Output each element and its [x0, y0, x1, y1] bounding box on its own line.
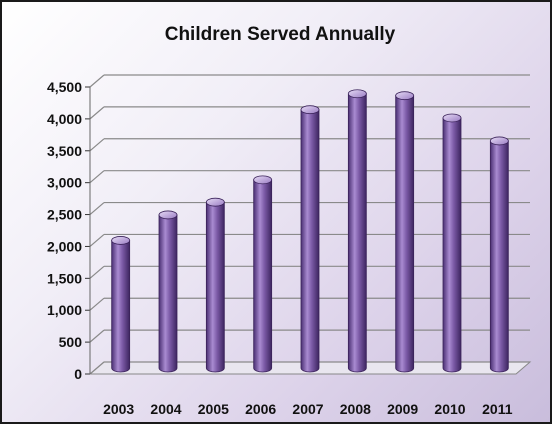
bar-top — [489, 136, 509, 146]
bar-top — [395, 91, 415, 101]
x-tick-label: 2011 — [482, 401, 513, 417]
gridline-side — [89, 106, 105, 120]
y-tick-label: 3,000 — [47, 175, 82, 191]
x-tick-label: 2007 — [292, 401, 323, 417]
bar — [300, 105, 320, 373]
y-axis: 0 500 1,000 1,500 2,000 2,500 3,000 3,500 4,000 4… — [47, 79, 91, 382]
bar-body — [205, 201, 225, 373]
bar-body — [300, 109, 320, 373]
x-tick-label: 2009 — [387, 401, 418, 417]
gridline-side — [89, 297, 105, 311]
bar-top — [111, 236, 131, 245]
bar-body — [442, 117, 462, 373]
chart-title: Children Served Annually — [165, 24, 396, 45]
bar-top — [205, 197, 225, 207]
gridline-side — [89, 170, 105, 184]
bar-body — [395, 95, 415, 373]
bar — [111, 236, 131, 373]
bars — [111, 89, 509, 373]
bar-body — [489, 140, 509, 373]
bar — [158, 210, 178, 373]
bar-body — [253, 179, 273, 373]
bar-body — [111, 240, 131, 373]
bar-top — [442, 113, 462, 123]
x-tick-label: 2006 — [245, 401, 276, 417]
gridline-side — [89, 233, 105, 247]
y-tick-label: 4,000 — [47, 111, 82, 127]
y-tick-label: 1,000 — [47, 302, 82, 318]
x-tick-label: 2005 — [198, 401, 229, 417]
gridline-side — [89, 329, 105, 343]
bar — [489, 136, 509, 373]
bar-body — [347, 93, 367, 373]
y-tick-label: 1,500 — [47, 270, 82, 286]
bar-top — [253, 175, 273, 185]
bar — [442, 113, 462, 373]
bar-top — [300, 105, 320, 115]
x-tick-label: 2004 — [150, 401, 181, 417]
bar-body — [158, 214, 178, 373]
bar-top — [347, 89, 367, 99]
gridline-side — [89, 361, 105, 375]
y-tick-label: 4,500 — [47, 79, 82, 95]
bar — [395, 91, 415, 373]
y-tick-label: 2,500 — [47, 207, 82, 223]
gridline-side — [89, 202, 105, 216]
y-tick-label: 2,000 — [47, 238, 82, 254]
y-tick-label: 0 — [74, 366, 82, 382]
x-tick-label: 2003 — [103, 401, 134, 417]
bar-top — [158, 210, 178, 220]
bar — [347, 89, 367, 373]
y-tick-label: 3,500 — [47, 143, 82, 159]
x-axis: 2003 2004 2005 2006 2007 2008 2009 2010 2011 — [103, 401, 513, 417]
bar — [253, 175, 273, 373]
gridline-side — [89, 74, 105, 88]
y-tick-label: 500 — [59, 334, 83, 350]
x-tick-label: 2008 — [340, 401, 371, 417]
bar — [205, 197, 225, 373]
gridline-side — [89, 265, 105, 279]
x-tick-label: 2010 — [434, 401, 465, 417]
gridline-side — [89, 138, 105, 152]
